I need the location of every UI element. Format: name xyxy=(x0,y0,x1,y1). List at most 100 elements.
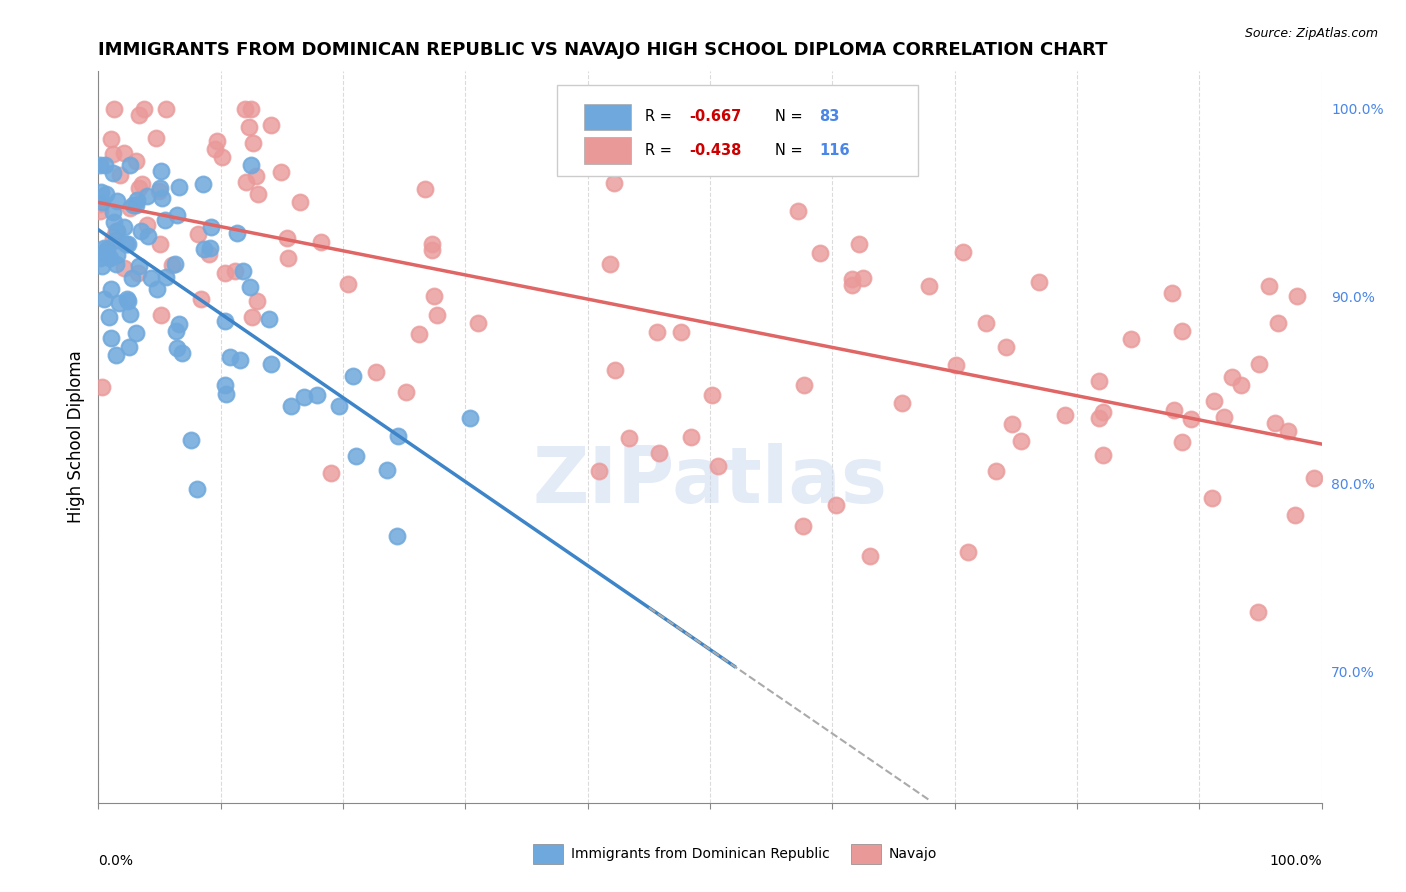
Point xyxy=(165,324,187,338)
Point xyxy=(1180,412,1202,426)
Point xyxy=(89,251,111,265)
Point xyxy=(413,182,436,196)
Point xyxy=(101,147,124,161)
Point xyxy=(239,102,262,116)
Point xyxy=(186,483,208,497)
Point xyxy=(1121,332,1143,346)
Point xyxy=(852,271,875,285)
Point xyxy=(127,193,149,207)
Text: Immigrants from Dominican Republic: Immigrants from Dominican Republic xyxy=(571,847,830,861)
Bar xyxy=(583,103,630,130)
Point xyxy=(97,310,120,324)
Point xyxy=(148,184,170,198)
Point xyxy=(112,260,135,275)
Point xyxy=(1213,410,1236,425)
Point xyxy=(995,340,1018,354)
Bar xyxy=(851,844,882,864)
Point xyxy=(94,158,117,172)
Point xyxy=(101,166,124,180)
Point xyxy=(107,194,129,208)
Point xyxy=(211,150,233,164)
Point xyxy=(155,212,177,227)
Bar xyxy=(583,137,630,163)
Point xyxy=(280,399,302,413)
Text: 83: 83 xyxy=(818,109,839,124)
Point xyxy=(104,233,127,247)
Point xyxy=(226,227,249,241)
Point xyxy=(135,188,157,202)
Point xyxy=(100,282,122,296)
Point xyxy=(292,390,315,404)
Text: 100.0%: 100.0% xyxy=(1270,854,1322,868)
Point xyxy=(420,236,443,251)
Bar xyxy=(533,844,564,864)
Point xyxy=(603,363,626,377)
Point xyxy=(841,278,863,293)
Point xyxy=(224,264,246,278)
Point xyxy=(170,346,193,360)
Point xyxy=(952,244,974,259)
Point xyxy=(193,242,215,256)
Point xyxy=(105,224,128,238)
Text: -0.667: -0.667 xyxy=(689,109,741,124)
Point xyxy=(150,308,173,322)
Point xyxy=(1277,425,1299,439)
Point xyxy=(120,202,142,216)
Point xyxy=(145,131,167,145)
Point xyxy=(89,196,111,211)
Point xyxy=(792,519,814,533)
Point xyxy=(679,430,702,444)
Point xyxy=(149,181,172,195)
Point xyxy=(139,271,162,285)
Point xyxy=(467,316,489,330)
Point xyxy=(118,158,141,172)
Point xyxy=(200,220,222,235)
Point xyxy=(588,465,610,479)
Point xyxy=(1170,434,1192,449)
Point xyxy=(193,177,215,191)
Point xyxy=(150,164,173,178)
Point xyxy=(125,153,148,168)
Point xyxy=(387,429,409,443)
Point xyxy=(165,257,187,271)
Point xyxy=(160,259,183,273)
Point xyxy=(100,331,122,345)
Point xyxy=(146,282,169,296)
Point xyxy=(259,357,281,371)
Point xyxy=(117,294,139,309)
Point xyxy=(603,176,626,190)
Point xyxy=(198,246,221,260)
Text: 116: 116 xyxy=(818,143,849,158)
Text: Navajo: Navajo xyxy=(889,847,936,861)
Point xyxy=(848,236,870,251)
Point xyxy=(246,293,269,308)
Point xyxy=(91,380,114,394)
Point xyxy=(408,327,430,342)
Point xyxy=(1053,408,1076,422)
Point xyxy=(395,384,418,399)
Point xyxy=(957,545,980,559)
Point xyxy=(1160,286,1182,301)
Text: IMMIGRANTS FROM DOMINICAN REPUBLIC VS NAVAJO HIGH SCHOOL DIPLOMA CORRELATION CHA: IMMIGRANTS FROM DOMINICAN REPUBLIC VS NA… xyxy=(98,41,1108,59)
Point xyxy=(986,464,1008,478)
Point xyxy=(180,433,202,447)
Point xyxy=(918,278,941,293)
Point xyxy=(366,365,388,379)
Point xyxy=(105,224,128,238)
Point xyxy=(706,459,728,474)
Point xyxy=(426,308,449,322)
Point xyxy=(96,186,118,201)
Text: R =: R = xyxy=(645,109,676,124)
Point xyxy=(104,348,127,362)
Point xyxy=(309,235,332,250)
Point xyxy=(235,175,257,189)
Point xyxy=(1284,508,1306,522)
Point xyxy=(458,411,481,425)
Point xyxy=(89,158,111,172)
Point xyxy=(214,314,236,328)
Point xyxy=(103,102,125,116)
Point xyxy=(336,277,359,291)
Point xyxy=(215,387,238,401)
Point xyxy=(1303,471,1326,485)
Point xyxy=(120,307,142,321)
